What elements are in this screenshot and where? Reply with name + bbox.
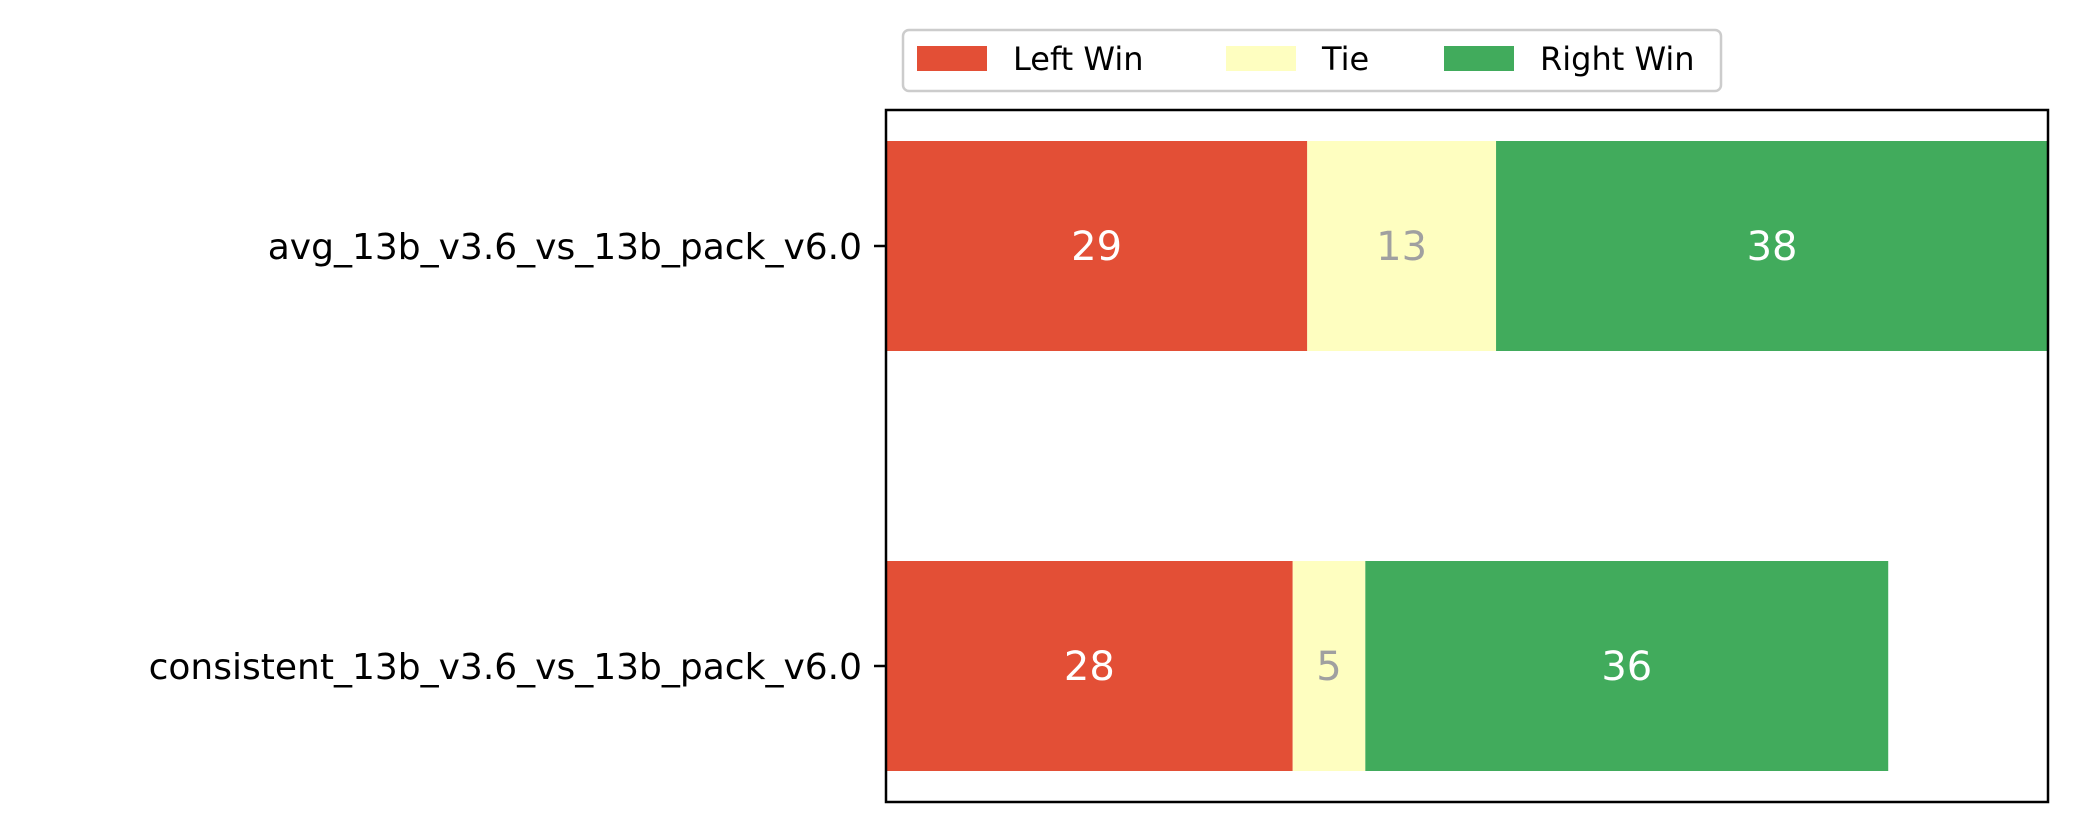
- legend-label-left-win: Left Win: [1013, 40, 1143, 78]
- bars-layer: [886, 141, 2048, 771]
- y-axis: avg_13b_v3.6_vs_13b_pack_v6.0 consistent_…: [149, 227, 886, 688]
- legend-swatch-left-win: [917, 46, 987, 71]
- data-label-tie-0: 13: [1376, 224, 1427, 270]
- plot-frame: [884, 108, 2050, 804]
- bar-right-win-0: [1496, 141, 2048, 351]
- legend-box: [901, 28, 1723, 93]
- bar-left-win-0: [886, 141, 1308, 351]
- legend-swatch-tie: [1226, 46, 1296, 71]
- legend: Left Win Tie Right Win: [901, 28, 1723, 93]
- y-tick-label-1: consistent_13b_v3.6_vs_13b_pack_v6.0: [149, 647, 862, 688]
- data-label-left-win-1: 28: [1064, 644, 1115, 690]
- bar-tie-1: [1292, 561, 1366, 771]
- data-label-right-win-1: 36: [1601, 644, 1652, 690]
- data-label-tie-1: 5: [1316, 644, 1341, 690]
- bar-tie-0: [1307, 141, 1497, 351]
- y-tick-label-0: avg_13b_v3.6_vs_13b_pack_v6.0: [268, 227, 862, 268]
- data-labels-layer: 29 13 38 28 5 36: [1064, 224, 1798, 690]
- bar-right-win-1: [1365, 561, 1889, 771]
- legend-label-right-win: Right Win: [1540, 40, 1695, 78]
- data-label-left-win-0: 29: [1071, 224, 1122, 270]
- data-label-right-win-0: 38: [1747, 224, 1798, 270]
- bar-left-win-1: [886, 561, 1293, 771]
- legend-label-tie: Tie: [1321, 40, 1369, 78]
- legend-swatch-right-win: [1444, 46, 1514, 71]
